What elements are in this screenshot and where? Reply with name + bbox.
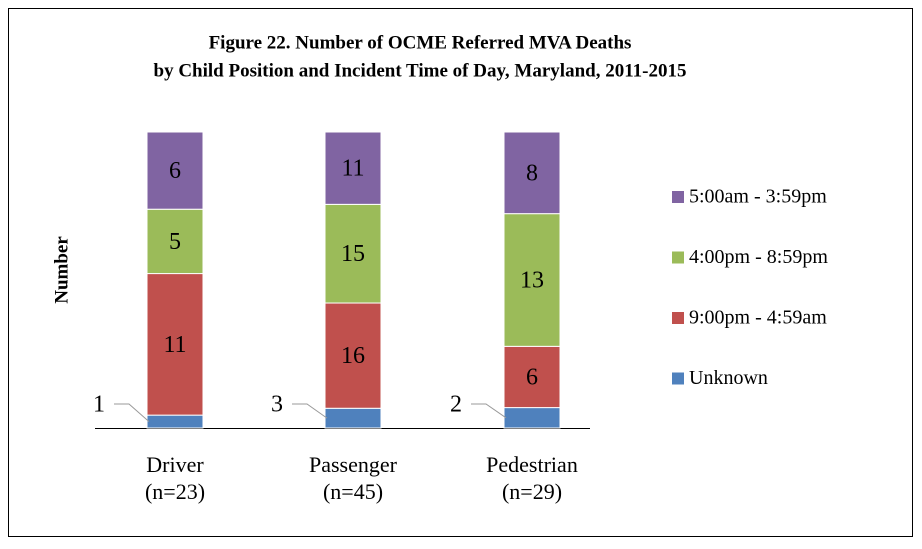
- x-tick-label-line: (n=23): [145, 479, 205, 504]
- bar-segment: [503, 407, 561, 429]
- x-tick-label-line: Driver: [146, 452, 204, 477]
- data-label: 11: [163, 332, 186, 358]
- bar-segment: [146, 414, 204, 429]
- x-tick-label-line: (n=29): [502, 479, 562, 504]
- data-label: 16: [341, 343, 365, 369]
- data-label: 13: [520, 268, 544, 294]
- data-label: 15: [341, 241, 365, 267]
- bar-segment: [324, 203, 382, 304]
- data-label: 3: [271, 392, 283, 418]
- bar-segment: [503, 213, 561, 347]
- x-tick-label-line: Pedestrian: [486, 452, 578, 477]
- legend-label: Unknown: [689, 367, 768, 389]
- y-axis-label: Number: [51, 236, 72, 304]
- legend-label: 5:00am - 3:59pm: [689, 186, 827, 208]
- bar-segment: [503, 131, 561, 215]
- data-label: 1: [93, 392, 105, 418]
- bar-segment: [324, 302, 382, 409]
- x-tick-label: Driver (n=23): [145, 452, 205, 504]
- x-tick-label: Pedestrian (n=29): [486, 452, 578, 504]
- leader-line: [114, 403, 150, 422]
- x-tick-label-line: (n=45): [323, 479, 383, 504]
- x-tick-label: Passenger (n=45): [309, 452, 398, 504]
- legend-label: 4:00pm - 8:59pm: [689, 246, 828, 268]
- bar-segment: [146, 273, 204, 416]
- legend-swatch: [672, 312, 684, 324]
- data-label: 5: [169, 229, 181, 255]
- legend-label: 9:00pm - 4:59am: [689, 307, 827, 329]
- legend-swatch: [672, 251, 684, 264]
- leader-line: [292, 403, 328, 419]
- data-label: 6: [169, 158, 181, 184]
- bar-segment: [324, 131, 382, 205]
- bar-segment: [146, 131, 204, 210]
- chart-title: by Child Position and Incident Time of D…: [154, 60, 687, 81]
- data-label: 6: [526, 364, 538, 390]
- data-label: 2: [450, 392, 462, 418]
- bar-segment: [324, 407, 382, 429]
- leader-line: [471, 403, 507, 419]
- x-tick-label-line: Passenger: [309, 452, 398, 477]
- data-label: 11: [341, 156, 364, 182]
- chart-border: [8, 8, 913, 537]
- legend-swatch: [672, 191, 684, 203]
- legend-swatch: [672, 372, 684, 385]
- data-label: 8: [526, 160, 538, 186]
- chart-title: Figure 22. Number of OCME Referred MVA D…: [209, 32, 632, 53]
